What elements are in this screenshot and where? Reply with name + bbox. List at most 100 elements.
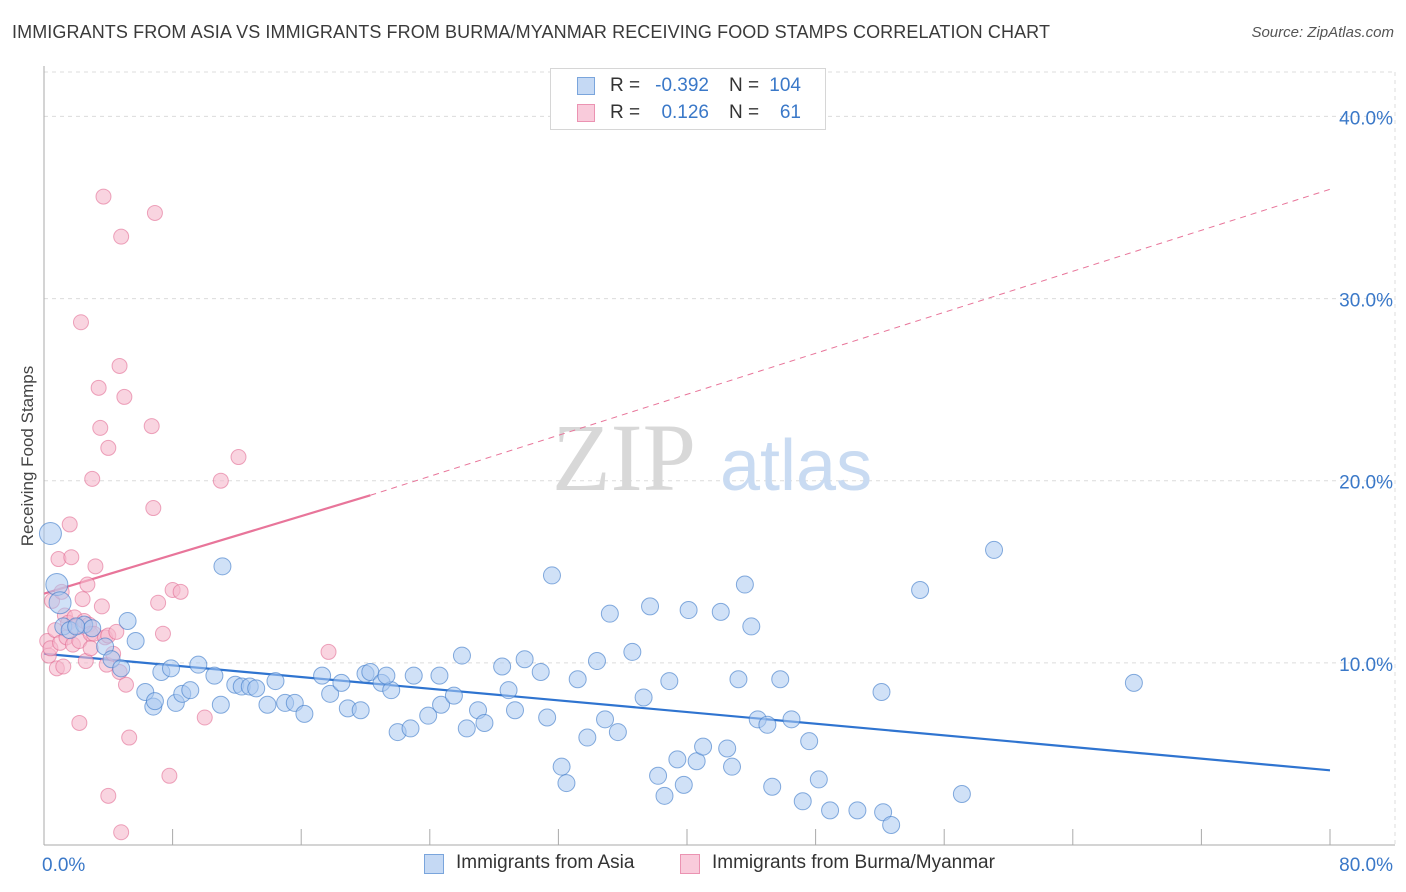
point-burma <box>100 439 117 456</box>
y-tick-label: 30.0% <box>1339 291 1393 312</box>
y-tick-label: 10.0% <box>1339 655 1393 676</box>
r-value-asia: -0.392 <box>655 75 709 96</box>
point-asia <box>48 591 72 615</box>
trend-line-burma-solid <box>43 494 371 595</box>
point-asia <box>213 557 232 576</box>
point-asia <box>205 666 224 685</box>
point-burma <box>212 472 229 489</box>
point-burma <box>79 576 96 593</box>
point-asia <box>848 801 867 820</box>
y-tick-label: 20.0% <box>1339 473 1393 494</box>
point-asia <box>608 723 627 742</box>
point-asia <box>793 792 812 811</box>
point-asia <box>711 602 730 621</box>
point-asia <box>578 728 597 747</box>
n-value-burma: 61 <box>779 102 801 123</box>
point-asia <box>493 657 512 676</box>
point-asia <box>568 670 587 689</box>
y-tick-labels: 10.0% 20.0% 30.0% 40.0% <box>1339 108 1393 675</box>
point-burma <box>72 314 89 331</box>
trend-line-burma-dashed <box>370 188 1331 496</box>
point-asia <box>505 701 524 720</box>
point-asia <box>515 650 534 669</box>
series-asia-points <box>38 522 1143 834</box>
x-tick-label-max: 80.0% <box>1339 855 1393 876</box>
point-asia <box>145 692 164 711</box>
point-asia <box>161 659 180 678</box>
point-burma <box>230 449 247 466</box>
point-asia <box>542 566 561 585</box>
point-asia <box>809 770 828 789</box>
point-asia <box>718 739 737 758</box>
point-asia <box>723 757 742 776</box>
point-asia <box>641 597 660 616</box>
point-asia <box>181 681 200 700</box>
point-asia <box>499 681 518 700</box>
point-burma <box>74 591 91 608</box>
legend-row-asia: R = -0.392 N = 104 <box>551 74 825 100</box>
point-asia <box>67 617 86 636</box>
point-asia <box>419 706 438 725</box>
legend-row-burma: R = 0.126 N = 61 <box>551 101 825 127</box>
legend-label-burma: Immigrants from Burma/Myanmar <box>712 852 995 873</box>
point-burma <box>146 204 163 221</box>
point-asia <box>952 785 971 803</box>
point-asia <box>531 662 550 681</box>
y-tick-label: 40.0% <box>1339 108 1393 129</box>
point-burma <box>71 714 88 731</box>
x-tick-label-min: 0.0% <box>42 855 85 876</box>
series-legend: Immigrants from Asia Immigrants from Bur… <box>0 852 1406 878</box>
point-asia <box>649 766 668 785</box>
watermark: ZIP atlas <box>552 404 872 511</box>
n-label: N = <box>729 75 760 96</box>
point-asia <box>1124 673 1143 692</box>
y-axis-label: Receiving Food Stamps <box>18 366 37 546</box>
axes <box>43 66 1395 846</box>
point-asia <box>313 666 332 685</box>
watermark-zip: ZIP <box>552 404 696 511</box>
point-asia <box>821 801 840 820</box>
point-burma <box>84 470 101 487</box>
point-burma <box>87 558 104 575</box>
point-asia <box>430 666 449 685</box>
point-asia <box>452 646 471 665</box>
point-asia <box>758 715 777 734</box>
point-burma <box>95 188 112 205</box>
point-asia <box>401 719 420 738</box>
correlation-legend: R = -0.392 N = 104 R = 0.126 N = 61 <box>550 68 826 130</box>
point-asia <box>679 601 698 620</box>
r-label: R = <box>610 75 641 96</box>
point-asia <box>742 617 761 636</box>
point-asia <box>475 713 494 732</box>
point-asia <box>332 673 351 692</box>
point-asia <box>557 774 576 793</box>
legend-label-asia: Immigrants from Asia <box>456 852 635 873</box>
legend-swatch-asia <box>577 77 595 95</box>
point-burma <box>117 676 134 693</box>
point-asia <box>763 777 782 796</box>
trend-lines <box>43 188 1331 772</box>
point-asia <box>351 701 370 720</box>
point-burma <box>161 767 178 784</box>
series-burma-points <box>39 188 337 841</box>
point-asia <box>377 666 396 685</box>
point-burma <box>113 228 130 245</box>
point-asia <box>83 619 102 638</box>
r-value-burma: 0.126 <box>661 102 709 123</box>
point-asia <box>882 815 901 834</box>
point-asia <box>444 686 463 705</box>
point-burma <box>111 357 128 374</box>
point-burma <box>61 516 78 533</box>
point-asia <box>112 659 131 678</box>
point-asia <box>872 683 891 701</box>
point-asia <box>118 611 137 630</box>
legend-swatch-burma <box>577 104 595 122</box>
trend-line-asia <box>43 652 1331 772</box>
point-asia <box>538 708 557 727</box>
point-burma <box>63 549 80 566</box>
point-asia <box>782 710 801 729</box>
point-burma <box>55 658 72 675</box>
point-asia <box>911 581 930 599</box>
point-asia <box>126 632 145 650</box>
